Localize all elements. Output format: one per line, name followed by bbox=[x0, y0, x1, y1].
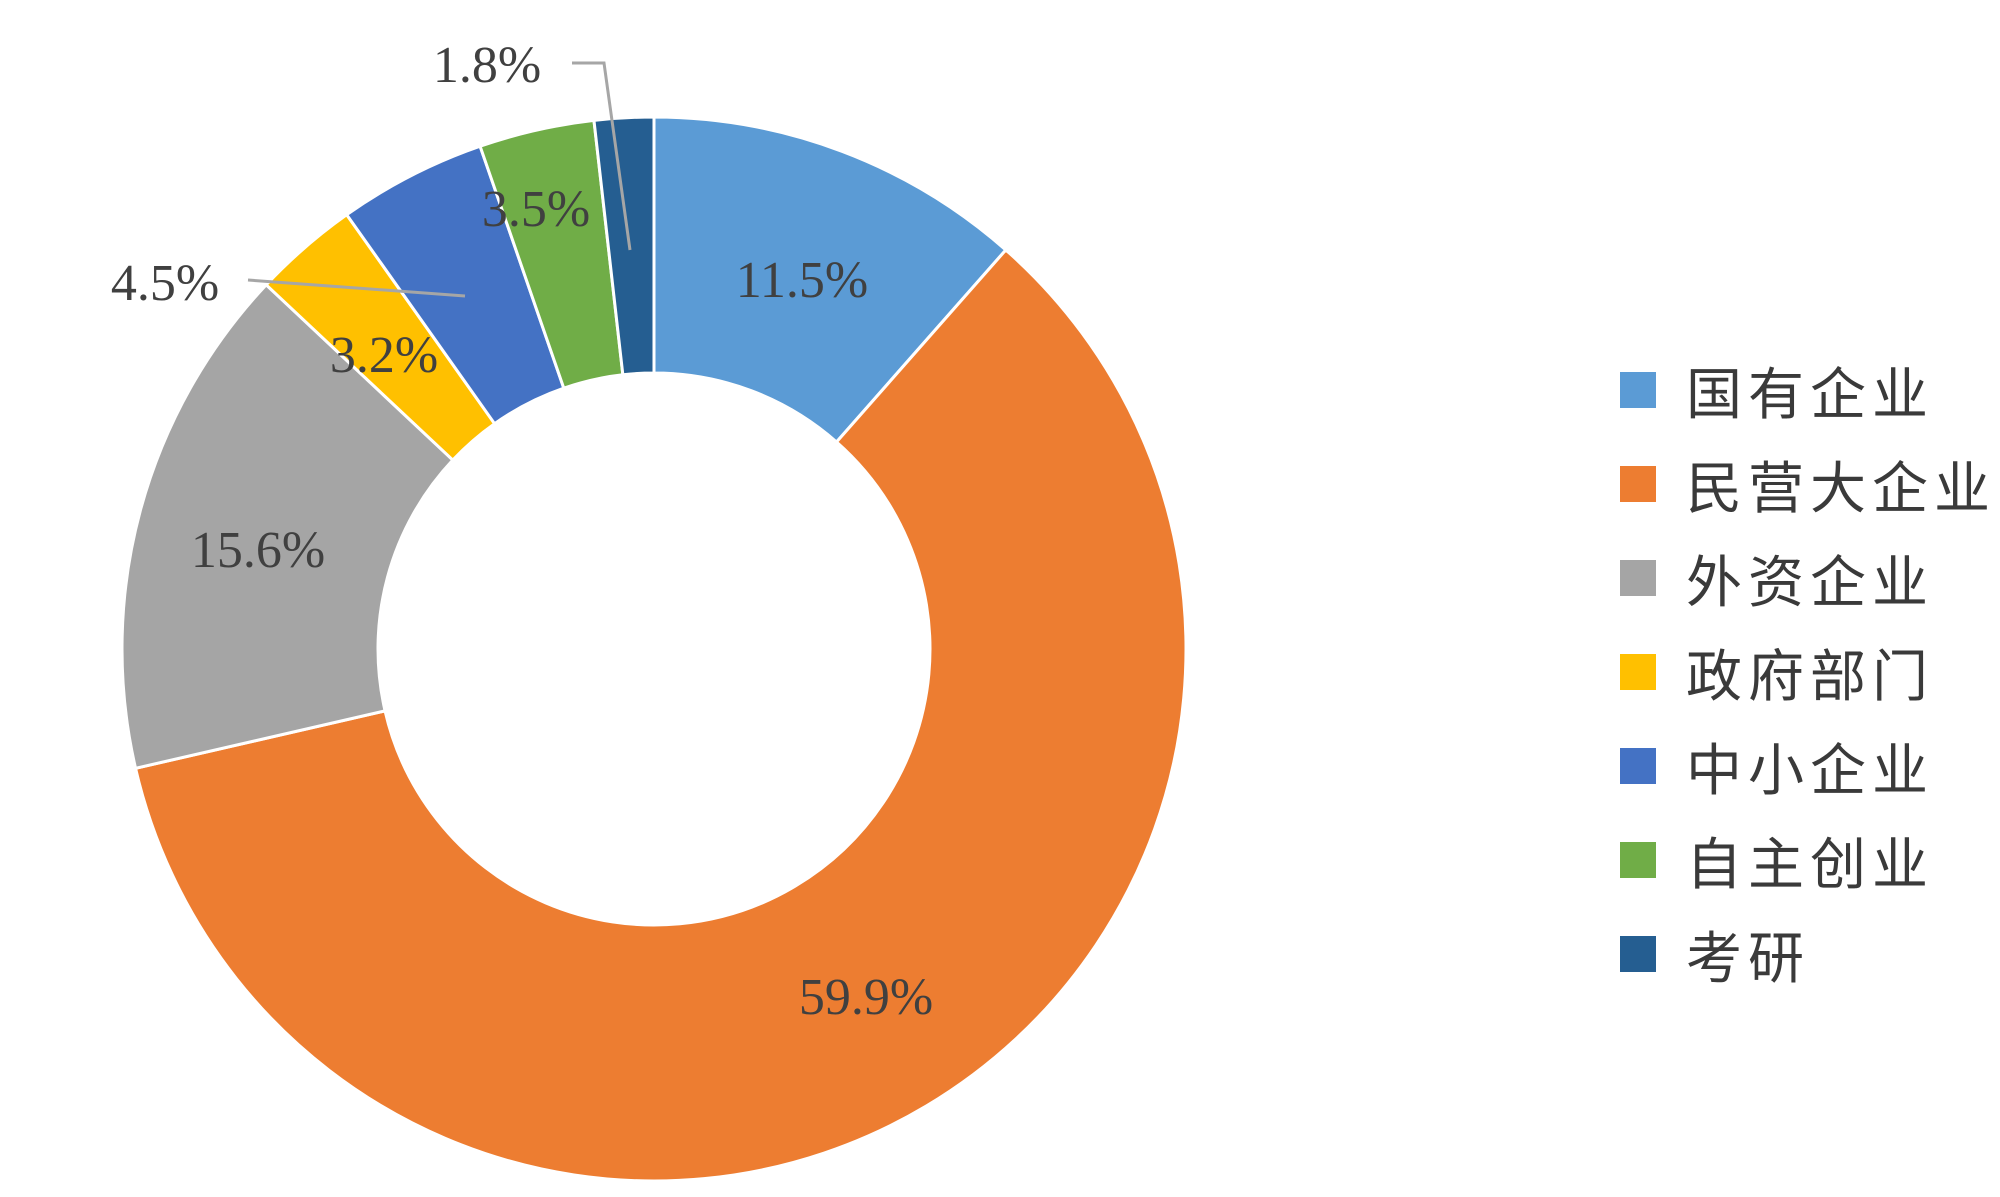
donut-slice-7 bbox=[592, 115, 656, 377]
donut-slice-3 bbox=[120, 282, 455, 771]
legend-swatch bbox=[1620, 842, 1656, 878]
legend-swatch bbox=[1620, 748, 1656, 784]
data-label-6: 3.5% bbox=[482, 181, 590, 238]
legend-swatch bbox=[1620, 466, 1656, 502]
data-label-7: 1.8% bbox=[433, 37, 541, 94]
legend-label: 中小企业 bbox=[1686, 738, 1934, 804]
legend-swatch bbox=[1620, 654, 1656, 690]
leader-lines bbox=[247, 61, 632, 298]
legend-swatch bbox=[1620, 372, 1656, 408]
legend-label: 外资企业 bbox=[1686, 550, 1934, 616]
data-label-3: 15.6% bbox=[191, 522, 325, 579]
legend-item-1: 国有企业 bbox=[1620, 343, 1996, 437]
legend-item-4: 政府部门 bbox=[1620, 625, 1996, 719]
legend-item-5: 中小企业 bbox=[1620, 719, 1996, 813]
leader-line-7 bbox=[572, 61, 632, 251]
chart-legend: 国有企业民营大企业外资企业政府部门中小企业自主创业考研 bbox=[1620, 343, 1996, 1001]
legend-label: 民营大企业 bbox=[1686, 456, 1996, 522]
legend-item-7: 考研 bbox=[1620, 907, 1996, 1001]
donut-slices bbox=[120, 115, 1188, 1183]
data-label-2: 59.9% bbox=[799, 969, 933, 1026]
legend-label: 国有企业 bbox=[1686, 362, 1934, 428]
legend-swatch bbox=[1620, 936, 1656, 972]
donut-slice-2 bbox=[133, 247, 1188, 1183]
leader-line-5 bbox=[247, 278, 466, 298]
legend-swatch bbox=[1620, 560, 1656, 596]
data-label-5: 4.5% bbox=[111, 255, 219, 312]
legend-label: 自主创业 bbox=[1686, 832, 1934, 898]
legend-label: 考研 bbox=[1686, 926, 1810, 992]
legend-item-3: 外资企业 bbox=[1620, 531, 1996, 625]
donut-slice-1 bbox=[652, 115, 1008, 445]
legend-item-2: 民营大企业 bbox=[1620, 437, 1996, 531]
legend-label: 政府部门 bbox=[1686, 644, 1934, 710]
data-label-1: 11.5% bbox=[736, 252, 868, 309]
data-label-4: 3.2% bbox=[330, 327, 438, 384]
legend-item-6: 自主创业 bbox=[1620, 813, 1996, 907]
data-labels: 11.5% 59.9% 15.6% 3.2% 4.5% 3.5% 1.8% bbox=[111, 37, 933, 1026]
